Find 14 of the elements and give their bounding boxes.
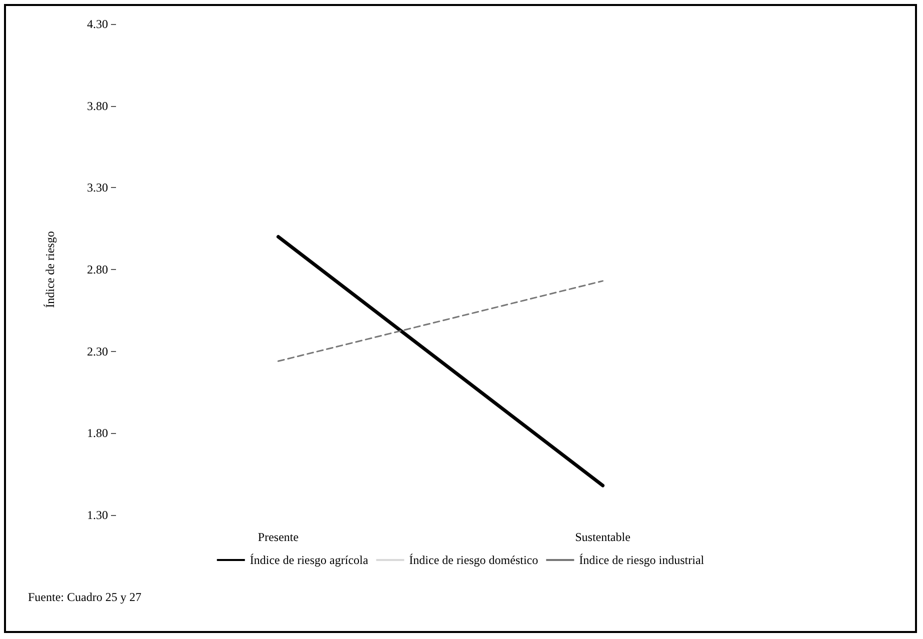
y-tick-label: 2.80 bbox=[87, 262, 108, 276]
y-tick-label: 3.30 bbox=[87, 180, 108, 195]
legend-label: Índice de riesgo doméstico bbox=[409, 553, 538, 567]
x-tick-label: Sustentable bbox=[575, 530, 630, 544]
y-axis-title: Índice de riesgo bbox=[43, 231, 57, 308]
y-tick-label: 1.30 bbox=[87, 508, 108, 522]
y-tick-label: 2.30 bbox=[87, 344, 108, 358]
legend-label: Índice de riesgo agrícola bbox=[250, 553, 369, 567]
y-tick-label: 1.80 bbox=[87, 426, 108, 440]
y-tick-label: 4.30 bbox=[87, 17, 108, 31]
y-tick-label: 3.80 bbox=[87, 98, 108, 113]
legend-label: Índice de riesgo industrial bbox=[579, 553, 705, 567]
source-note: Fuente: Cuadro 25 y 27 bbox=[28, 590, 142, 604]
x-tick-label: Presente bbox=[258, 530, 299, 544]
